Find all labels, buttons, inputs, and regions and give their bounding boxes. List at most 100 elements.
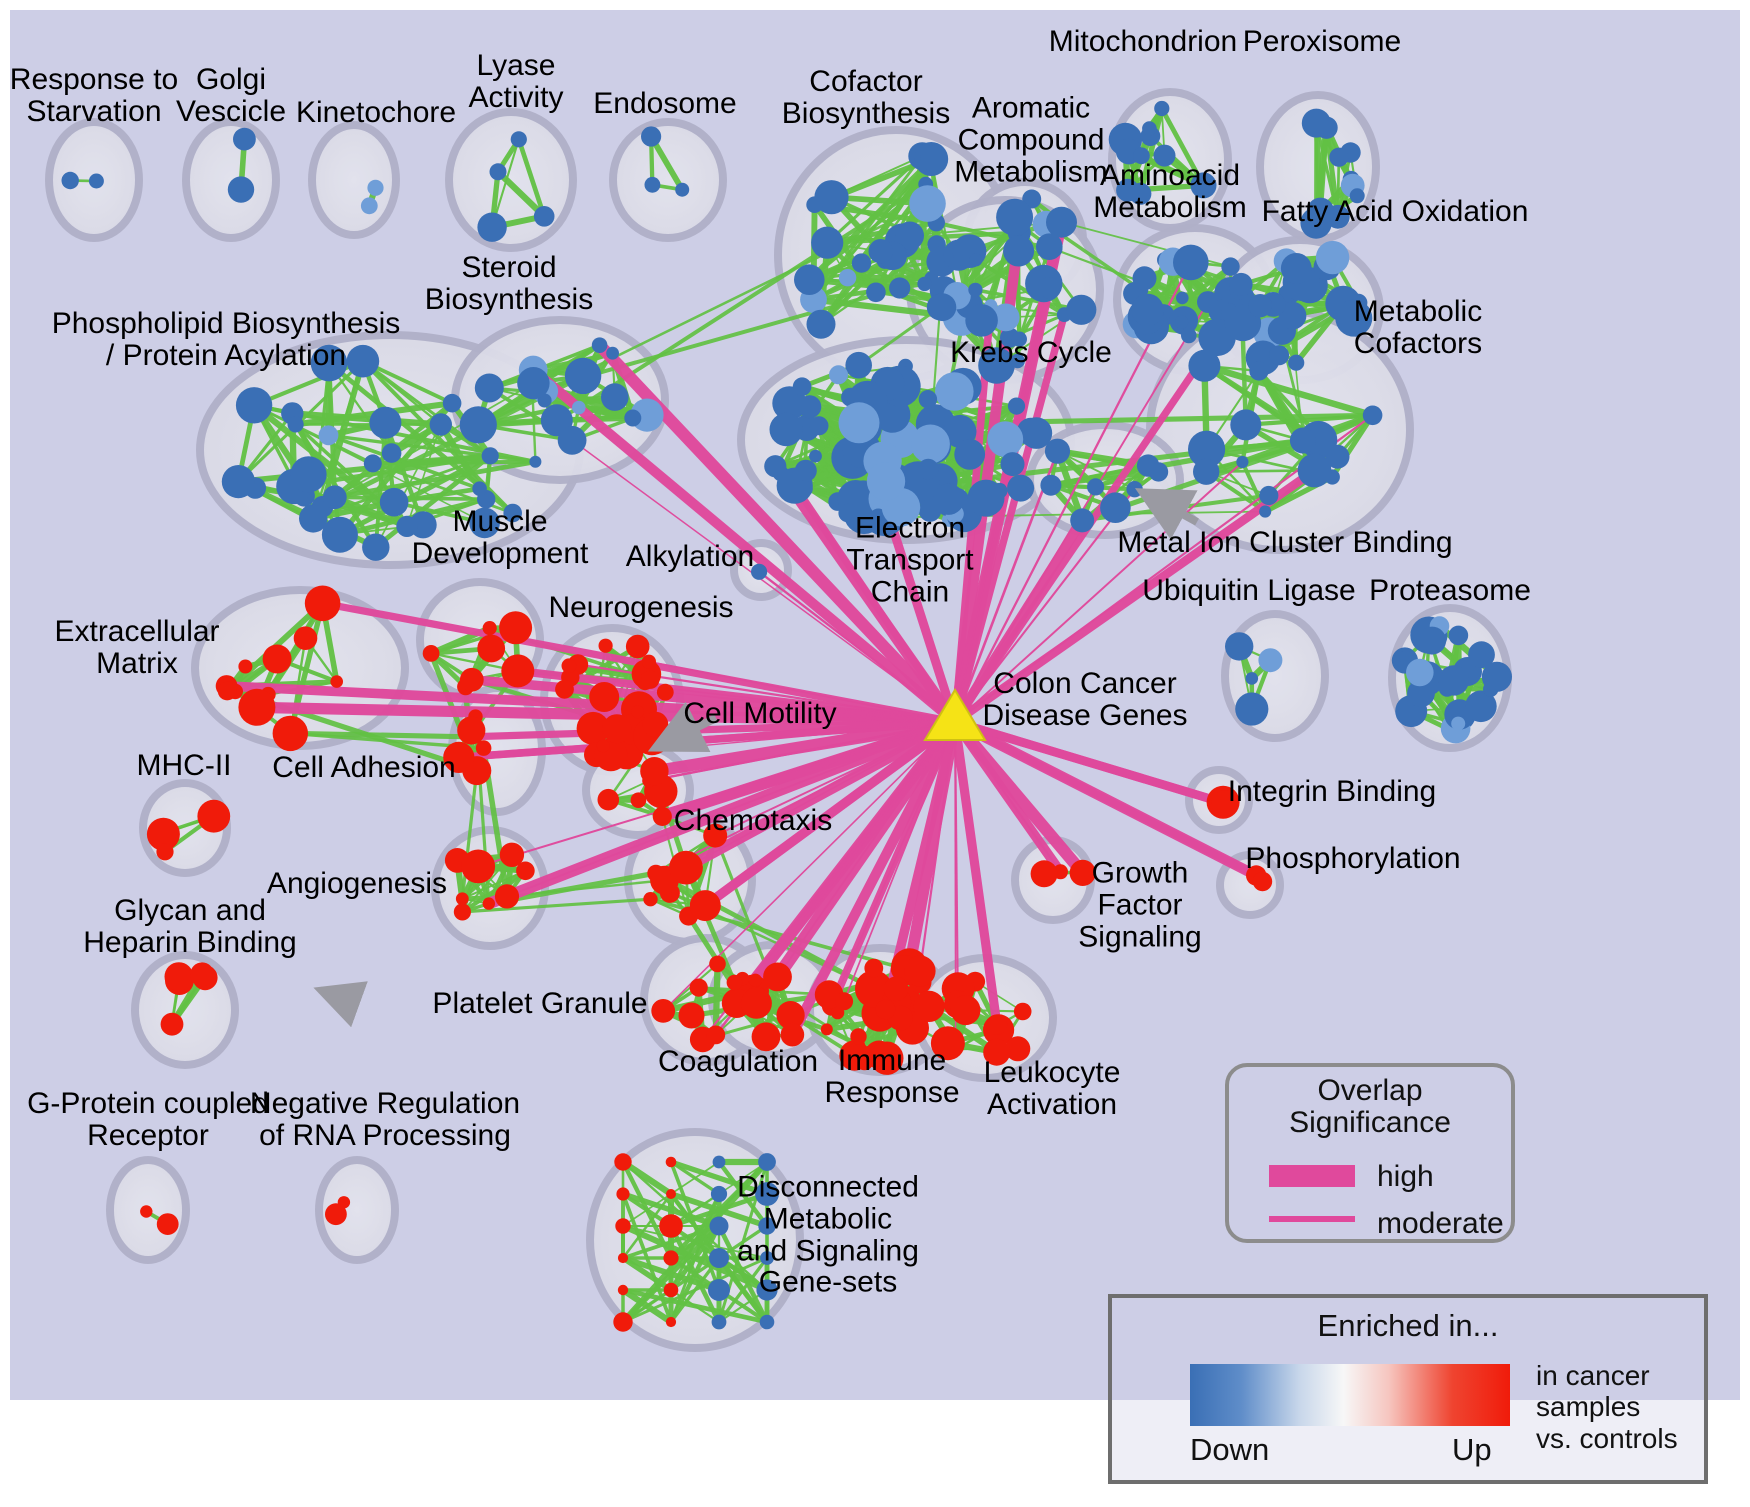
gene-set-node[interactable] — [758, 1153, 776, 1171]
gene-set-node[interactable] — [640, 757, 669, 786]
gene-set-node[interactable] — [146, 817, 180, 851]
gene-set-node[interactable] — [1297, 453, 1332, 488]
gene-set-node[interactable] — [795, 480, 813, 498]
gene-set-node[interactable] — [855, 1051, 874, 1071]
gene-set-node[interactable] — [262, 644, 292, 674]
gene-set-node[interactable] — [920, 145, 947, 172]
gene-set-node[interactable] — [469, 507, 500, 539]
gene-set-node[interactable] — [928, 293, 957, 322]
gene-set-node[interactable] — [643, 892, 658, 907]
gene-set-node[interactable] — [1020, 417, 1053, 449]
gene-set-node[interactable] — [969, 253, 983, 267]
gene-set-node[interactable] — [616, 1187, 630, 1201]
gene-set-node[interactable] — [1407, 679, 1435, 708]
gene-set-node[interactable] — [1087, 478, 1105, 496]
gene-set-node[interactable] — [630, 792, 647, 808]
gene-set-node[interactable] — [1325, 444, 1350, 469]
gene-set-node[interactable] — [652, 806, 672, 827]
gene-set-node[interactable] — [1005, 1036, 1031, 1062]
gene-set-node[interactable] — [1451, 716, 1466, 731]
gene-set-node[interactable] — [1438, 665, 1470, 696]
gene-set-node[interactable] — [1175, 315, 1189, 329]
gene-set-node[interactable] — [838, 503, 858, 523]
gene-set-node[interactable] — [1142, 121, 1157, 136]
gene-set-node[interactable] — [1013, 1002, 1032, 1021]
gene-set-node[interactable] — [708, 1279, 730, 1301]
gene-set-node[interactable] — [764, 455, 787, 478]
gene-set-node[interactable] — [217, 681, 237, 701]
gene-set-node[interactable] — [1362, 405, 1383, 426]
gene-set-node[interactable] — [310, 344, 348, 382]
gene-set-node[interactable] — [763, 962, 792, 992]
gene-set-node[interactable] — [1229, 272, 1253, 296]
gene-set-node[interactable] — [598, 638, 613, 653]
gene-set-node[interactable] — [1280, 253, 1312, 284]
gene-set-node[interactable] — [457, 716, 486, 745]
gene-set-node[interactable] — [561, 658, 577, 674]
cluster-hull-kinetochore[interactable] — [308, 121, 400, 239]
gene-set-node[interactable] — [369, 406, 402, 439]
gene-set-node[interactable] — [346, 344, 380, 378]
gene-set-node[interactable] — [299, 504, 328, 533]
gene-set-node[interactable] — [1131, 293, 1164, 327]
cluster-hull-negative-regulation-rna[interactable] — [315, 1156, 399, 1264]
gene-set-node[interactable] — [709, 1216, 729, 1236]
gene-set-node[interactable] — [238, 688, 276, 726]
gene-set-node[interactable] — [625, 634, 650, 659]
gene-set-node[interactable] — [838, 269, 857, 287]
gene-set-node[interactable] — [1188, 430, 1226, 468]
gene-set-node[interactable] — [1010, 353, 1025, 369]
cluster-hull-golgi-vescicle[interactable] — [182, 118, 280, 242]
gene-set-node[interactable] — [367, 179, 384, 196]
gene-set-node[interactable] — [965, 304, 998, 337]
gene-set-node[interactable] — [814, 180, 849, 215]
gene-set-node[interactable] — [477, 634, 506, 663]
gene-set-node[interactable] — [321, 516, 358, 553]
gene-set-node[interactable] — [1329, 147, 1349, 167]
gene-set-node[interactable] — [617, 1252, 629, 1264]
gene-set-node[interactable] — [459, 667, 484, 692]
gene-set-node[interactable] — [663, 1250, 679, 1266]
gene-set-node[interactable] — [330, 675, 344, 688]
gene-set-node[interactable] — [596, 739, 610, 753]
gene-set-node[interactable] — [381, 443, 402, 463]
gene-set-node[interactable] — [61, 171, 79, 190]
gene-set-node[interactable] — [851, 253, 872, 273]
gene-set-node[interactable] — [641, 654, 657, 669]
gene-set-node[interactable] — [1399, 650, 1413, 665]
gene-set-node[interactable] — [589, 682, 620, 712]
gene-set-node[interactable] — [197, 799, 231, 833]
gene-set-node[interactable] — [758, 1217, 776, 1235]
gene-set-node[interactable] — [806, 309, 836, 339]
gene-set-node[interactable] — [1116, 178, 1140, 202]
gene-set-node[interactable] — [1011, 331, 1027, 347]
gene-set-node[interactable] — [710, 1185, 728, 1203]
gene-set-node[interactable] — [656, 683, 674, 701]
gene-set-node[interactable] — [1038, 277, 1061, 299]
gene-set-node[interactable] — [1289, 427, 1316, 454]
gene-set-node[interactable] — [1245, 672, 1259, 685]
gene-set-node[interactable] — [499, 611, 533, 645]
gene-set-node[interactable] — [1176, 291, 1189, 305]
gene-set-node[interactable] — [794, 264, 825, 296]
gene-set-node[interactable] — [991, 303, 1020, 332]
gene-set-node[interactable] — [760, 1251, 774, 1265]
gene-set-node[interactable] — [932, 483, 965, 515]
gene-set-node[interactable] — [806, 196, 823, 213]
gene-set-node[interactable] — [751, 563, 768, 580]
gene-set-node[interactable] — [602, 714, 632, 744]
gene-set-node[interactable] — [1236, 455, 1249, 469]
gene-set-node[interactable] — [1288, 354, 1305, 371]
gene-set-node[interactable] — [780, 1022, 805, 1047]
gene-set-node[interactable] — [820, 1023, 833, 1036]
gene-set-node[interactable] — [665, 1316, 677, 1328]
gene-set-node[interactable] — [748, 973, 762, 987]
gene-set-node[interactable] — [644, 176, 661, 193]
gene-set-node[interactable] — [866, 282, 886, 303]
gene-set-node[interactable] — [516, 861, 535, 881]
gene-set-node[interactable] — [1211, 790, 1238, 817]
gene-set-node[interactable] — [689, 978, 708, 997]
gene-set-node[interactable] — [455, 892, 469, 906]
gene-set-node[interactable] — [481, 447, 499, 465]
gene-set-node[interactable] — [442, 393, 462, 413]
